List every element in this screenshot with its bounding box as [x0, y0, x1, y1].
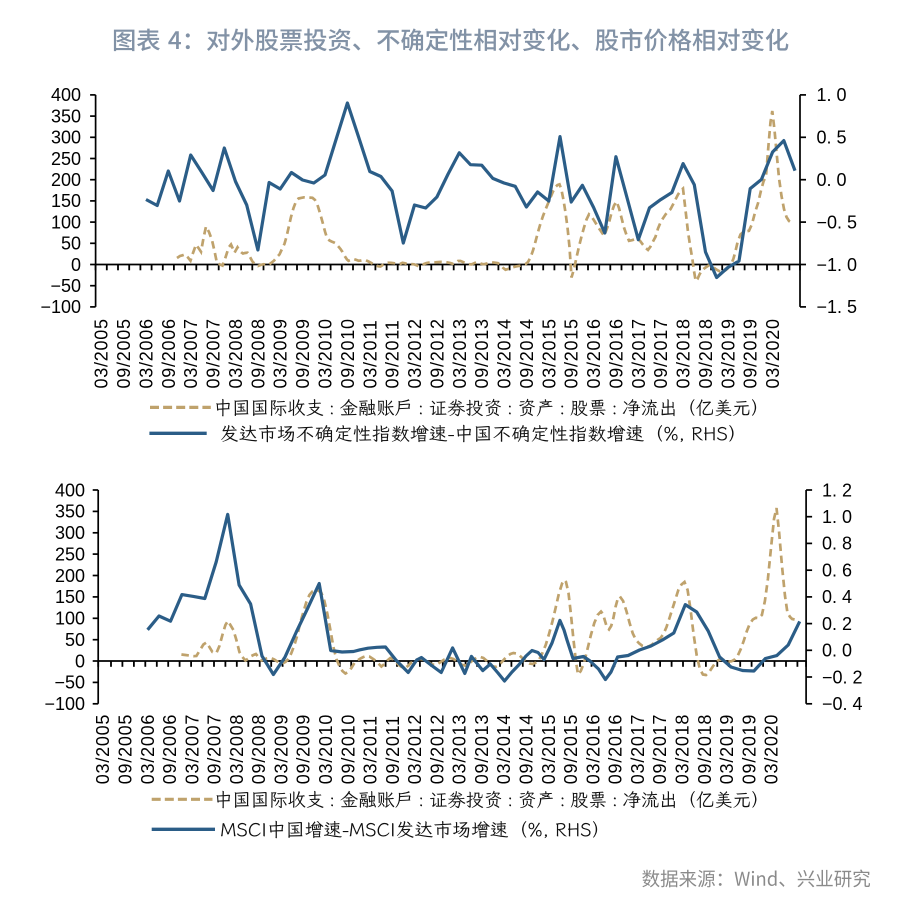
svg-text:03/2008: 03/2008 — [227, 714, 247, 784]
svg-text:09/2005: 09/2005 — [114, 318, 134, 388]
svg-text:03/2018: 03/2018 — [673, 714, 693, 784]
svg-text:09/2019: 09/2019 — [741, 318, 761, 388]
svg-text:150: 150 — [55, 587, 85, 607]
svg-text:03/2019: 03/2019 — [717, 714, 737, 784]
svg-text:09/2007: 09/2007 — [204, 318, 224, 388]
svg-text:350: 350 — [51, 106, 81, 126]
svg-text:09/2018: 09/2018 — [695, 714, 715, 784]
svg-text:03/2015: 03/2015 — [539, 714, 559, 784]
svg-text:03/2010: 03/2010 — [316, 318, 336, 388]
svg-text:0. 2: 0. 2 — [822, 614, 852, 634]
svg-text:09/2011: 09/2011 — [383, 320, 403, 389]
svg-text:09/2008: 09/2008 — [248, 318, 268, 388]
svg-text:−1. 0: −1. 0 — [817, 255, 858, 275]
svg-text:−0. 2: −0. 2 — [822, 667, 863, 687]
svg-text:09/2017: 09/2017 — [650, 714, 670, 784]
svg-text:−1. 5: −1. 5 — [817, 297, 858, 317]
svg-text:03/2011: 03/2011 — [360, 320, 380, 389]
svg-text:09/2016: 09/2016 — [606, 714, 626, 784]
svg-text:09/2010: 09/2010 — [338, 318, 358, 388]
svg-text:03/2020: 03/2020 — [762, 714, 782, 784]
svg-text:03/2009: 03/2009 — [271, 714, 291, 784]
svg-text:03/2016: 03/2016 — [584, 318, 604, 388]
svg-text:100: 100 — [55, 609, 85, 629]
svg-text:09/2014: 09/2014 — [517, 318, 537, 388]
svg-text:0. 0: 0. 0 — [822, 641, 852, 661]
svg-text:03/2011: 03/2011 — [361, 715, 381, 784]
svg-text:09/2012: 09/2012 — [427, 318, 447, 388]
svg-text:0. 6: 0. 6 — [822, 561, 852, 581]
svg-text:300: 300 — [55, 523, 85, 543]
svg-text:09/2006: 09/2006 — [160, 714, 180, 784]
svg-text:09/2010: 09/2010 — [338, 714, 358, 784]
svg-text:03/2006: 03/2006 — [138, 714, 158, 784]
svg-text:1. 0: 1. 0 — [817, 85, 847, 105]
svg-text:03/2013: 03/2013 — [450, 318, 470, 388]
svg-text:03/2007: 03/2007 — [181, 318, 201, 388]
svg-text:0. 8: 0. 8 — [822, 534, 852, 554]
svg-text:03/2014: 03/2014 — [495, 318, 515, 388]
svg-text:0. 4: 0. 4 — [822, 587, 852, 607]
svg-text:03/2005: 03/2005 — [93, 714, 113, 784]
svg-text:100: 100 — [51, 212, 81, 232]
svg-text:03/2012: 03/2012 — [405, 714, 425, 784]
svg-text:−100: −100 — [40, 297, 81, 317]
svg-text:150: 150 — [51, 191, 81, 211]
svg-text:03/2019: 03/2019 — [718, 318, 738, 388]
svg-text:−50: −50 — [50, 276, 81, 296]
svg-text:03/2006: 03/2006 — [137, 318, 157, 388]
svg-text:−0. 5: −0. 5 — [817, 212, 858, 232]
svg-text:03/2017: 03/2017 — [629, 318, 649, 388]
svg-text:250: 250 — [55, 544, 85, 564]
svg-text:03/2014: 03/2014 — [494, 714, 514, 784]
svg-text:03/2010: 03/2010 — [316, 714, 336, 784]
svg-text:400: 400 — [55, 480, 85, 500]
svg-text:0: 0 — [71, 255, 81, 275]
svg-text:03/2018: 03/2018 — [674, 318, 694, 388]
svg-text:09/2014: 09/2014 — [517, 714, 537, 784]
svg-text:0. 0: 0. 0 — [817, 170, 847, 190]
svg-text:09/2007: 09/2007 — [205, 714, 225, 784]
svg-text:03/2005: 03/2005 — [92, 318, 112, 388]
svg-text:50: 50 — [65, 630, 85, 650]
svg-text:03/2020: 03/2020 — [763, 318, 783, 388]
svg-text:09/2009: 09/2009 — [293, 318, 313, 388]
svg-text:09/2005: 09/2005 — [116, 714, 136, 784]
svg-text:03/2008: 03/2008 — [226, 318, 246, 388]
svg-text:09/2009: 09/2009 — [294, 714, 314, 784]
svg-text:200: 200 — [55, 566, 85, 586]
svg-text:09/2008: 09/2008 — [249, 714, 269, 784]
svg-text:09/2012: 09/2012 — [427, 714, 447, 784]
svg-text:09/2016: 09/2016 — [606, 318, 626, 388]
svg-text:03/2015: 03/2015 — [539, 318, 559, 388]
svg-text:1. 0: 1. 0 — [822, 507, 852, 527]
svg-text:09/2019: 09/2019 — [739, 714, 759, 784]
svg-text:−50: −50 — [54, 673, 85, 693]
svg-text:250: 250 — [51, 149, 81, 169]
svg-text:09/2017: 09/2017 — [651, 318, 671, 388]
svg-text:03/2007: 03/2007 — [182, 714, 202, 784]
svg-text:03/2017: 03/2017 — [628, 714, 648, 784]
svg-text:03/2016: 03/2016 — [583, 714, 603, 784]
svg-text:−100: −100 — [44, 694, 85, 714]
svg-text:09/2013: 09/2013 — [472, 318, 492, 388]
svg-text:03/2009: 03/2009 — [271, 318, 291, 388]
svg-text:09/2015: 09/2015 — [562, 318, 582, 388]
svg-text:09/2011: 09/2011 — [383, 715, 403, 784]
svg-text:0. 5: 0. 5 — [817, 128, 847, 148]
svg-text:03/2012: 03/2012 — [405, 318, 425, 388]
svg-text:350: 350 — [55, 502, 85, 522]
svg-text:50: 50 — [61, 234, 81, 254]
svg-text:0: 0 — [75, 651, 85, 671]
svg-text:03/2013: 03/2013 — [450, 714, 470, 784]
svg-text:09/2015: 09/2015 — [561, 714, 581, 784]
svg-text:−0. 4: −0. 4 — [822, 694, 863, 714]
svg-text:300: 300 — [51, 128, 81, 148]
svg-text:09/2013: 09/2013 — [472, 714, 492, 784]
svg-text:09/2006: 09/2006 — [159, 318, 179, 388]
svg-text:200: 200 — [51, 170, 81, 190]
svg-text:400: 400 — [51, 85, 81, 105]
svg-text:1. 2: 1. 2 — [822, 480, 852, 500]
svg-text:09/2018: 09/2018 — [696, 318, 716, 388]
